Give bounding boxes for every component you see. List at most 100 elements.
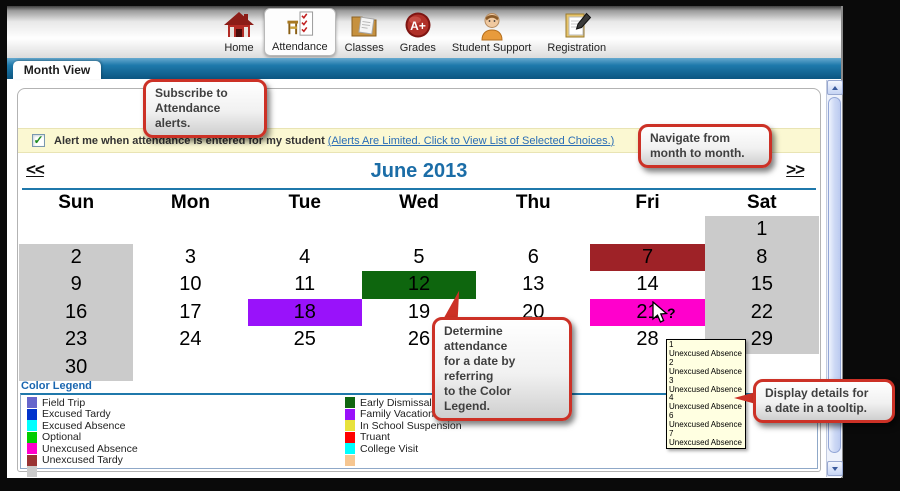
callout-tail (734, 392, 756, 404)
date-cell[interactable]: 28 (636, 328, 659, 350)
legend-item: Truant (345, 431, 462, 443)
date-cell[interactable]: 2 (19, 243, 134, 271)
legend-item (27, 466, 138, 478)
weekday-label: Fri (635, 192, 660, 213)
legend-item: Early Dismissal (345, 397, 462, 409)
legend-item: Optional (27, 431, 138, 443)
legend-swatch-unexcused-tardy (27, 454, 37, 466)
toolbar-label: Registration (547, 42, 607, 54)
callout-tooltip-details: Display details for a date in a tooltip. (753, 379, 895, 423)
date-cell[interactable]: 26 (407, 328, 431, 350)
weekday-label: Thu (515, 192, 551, 213)
scroll-down-button[interactable] (827, 461, 843, 476)
legend-item: Unexcused Tardy (27, 454, 138, 466)
alert-checkbox[interactable]: ✓ (32, 133, 45, 147)
weekday-label: Tue (288, 192, 321, 213)
date-cell[interactable]: 17 (179, 300, 202, 323)
date-cell[interactable]: 5 (413, 245, 425, 268)
legend-swatch-truant (345, 431, 355, 443)
date-cell[interactable] (476, 216, 590, 244)
weekday-header-row: Sun Mon Tue Wed Thu Fri Sat (19, 192, 819, 216)
date-cell[interactable]: 19 (407, 300, 431, 323)
legend-swatch-early-dismissal (345, 397, 355, 409)
legend-swatch-family-vacation (345, 408, 355, 420)
toolbar-item-registration[interactable]: Registration (540, 8, 613, 56)
calendar-week-row: 30 (19, 353, 819, 382)
vertical-scrollbar[interactable] (826, 80, 843, 477)
date-cell-early-dismissal[interactable]: 12 (361, 271, 477, 299)
date-cell[interactable]: 15 (704, 271, 819, 299)
toolbar-item-attendance[interactable]: Attendance (264, 8, 336, 56)
date-cell-unexcused-absence[interactable]: 21 (590, 298, 705, 326)
prev-month-button[interactable]: << (26, 160, 45, 179)
toolbar-label: Student Support (451, 42, 532, 54)
legend-swatch-excused-absence (27, 420, 37, 432)
calendar-week-row: 2 3 4 5 6 7 8 (19, 243, 819, 271)
legend-swatch-gray (27, 466, 37, 478)
legend-item: Field Trip (27, 397, 138, 409)
date-cell-family-vacation[interactable]: 18 (247, 298, 362, 326)
legend-item: Unexcused Absence (27, 443, 138, 455)
toolbar-item-home[interactable]: Home (216, 8, 262, 56)
tab-month-view[interactable]: Month View (13, 61, 101, 79)
tab-bar: Month View (7, 58, 841, 79)
home-icon (224, 12, 254, 37)
date-cell[interactable]: 16 (19, 298, 134, 326)
alert-choices-link[interactable]: (Alerts Are Limited. Click to View List … (327, 134, 615, 147)
calendar-week-row: 23 24 25 26 28 29 (19, 326, 819, 354)
scrollbar-thumb[interactable] (828, 97, 841, 453)
date-cell[interactable] (248, 216, 362, 244)
date-cell[interactable] (19, 216, 133, 244)
legend-swatch-in-school-suspension (345, 420, 355, 432)
next-month-button[interactable]: >> (786, 160, 805, 179)
date-cell[interactable]: 4 (299, 245, 311, 268)
callout-color-legend: Determine attendance for a date by refer… (432, 317, 572, 421)
weekday-label: Wed (399, 192, 439, 213)
help-cursor-icon: ? (652, 301, 676, 323)
date-cell[interactable]: 13 (522, 273, 545, 295)
legend-item: Excused Absence (27, 420, 138, 432)
date-cell[interactable]: 30 (19, 353, 134, 381)
toolbar-item-grades[interactable]: A+ Grades (393, 8, 443, 56)
toolbar-label: Classes (344, 42, 384, 54)
calendar-week-row: 1 (19, 216, 819, 244)
date-cell[interactable]: 22 (704, 298, 819, 326)
scroll-up-button[interactable] (827, 80, 843, 95)
chevron-up-icon (832, 85, 838, 90)
legend-item: Excused Tardy (27, 408, 138, 420)
toolbar-label: Attendance (272, 41, 328, 53)
date-cell[interactable]: 1 (704, 216, 819, 244)
month-title: June 2013 (370, 160, 468, 182)
date-cell-unexcused-tardy[interactable]: 7 (590, 243, 705, 271)
month-navigation: << June 2013 >> (18, 157, 820, 187)
legend-item: Family Vacation (345, 408, 462, 420)
date-cell[interactable]: 9 (19, 271, 134, 299)
toolbar-label: Home (224, 42, 254, 54)
toolbar-item-student-support[interactable]: Student Support (445, 8, 539, 56)
date-cell[interactable]: 24 (179, 328, 202, 350)
date-cell[interactable] (133, 216, 247, 244)
date-cell[interactable]: 11 (294, 273, 316, 295)
toolbar-item-classes[interactable]: Classes (338, 8, 391, 56)
date-cell[interactable]: 23 (19, 326, 134, 354)
weekday-label: Sat (747, 192, 777, 213)
date-cell[interactable]: 25 (293, 328, 316, 350)
legend-item: In School Suspension (345, 420, 462, 432)
registration-icon (565, 12, 591, 38)
date-cell[interactable] (248, 354, 362, 382)
callout-navigate-months: Navigate from month to month. (638, 124, 772, 168)
date-cell[interactable]: 3 (184, 245, 196, 268)
date-cell[interactable] (133, 354, 247, 382)
date-cell[interactable] (590, 216, 704, 244)
legend-swatch-optional (27, 431, 37, 443)
date-cell[interactable]: 14 (636, 273, 659, 295)
date-cell[interactable]: 6 (527, 245, 539, 268)
weekday-label: Mon (170, 192, 210, 213)
calendar-grid: 1 2 3 4 5 6 7 8 9 10 11 12 13 14 15 16 (19, 216, 819, 381)
calendar-week-row: 9 10 11 12 13 14 15 (19, 271, 819, 299)
classes-icon (351, 16, 377, 37)
date-cell[interactable]: 8 (704, 243, 819, 271)
date-cell[interactable] (362, 216, 476, 244)
date-cell[interactable]: 10 (179, 273, 202, 295)
